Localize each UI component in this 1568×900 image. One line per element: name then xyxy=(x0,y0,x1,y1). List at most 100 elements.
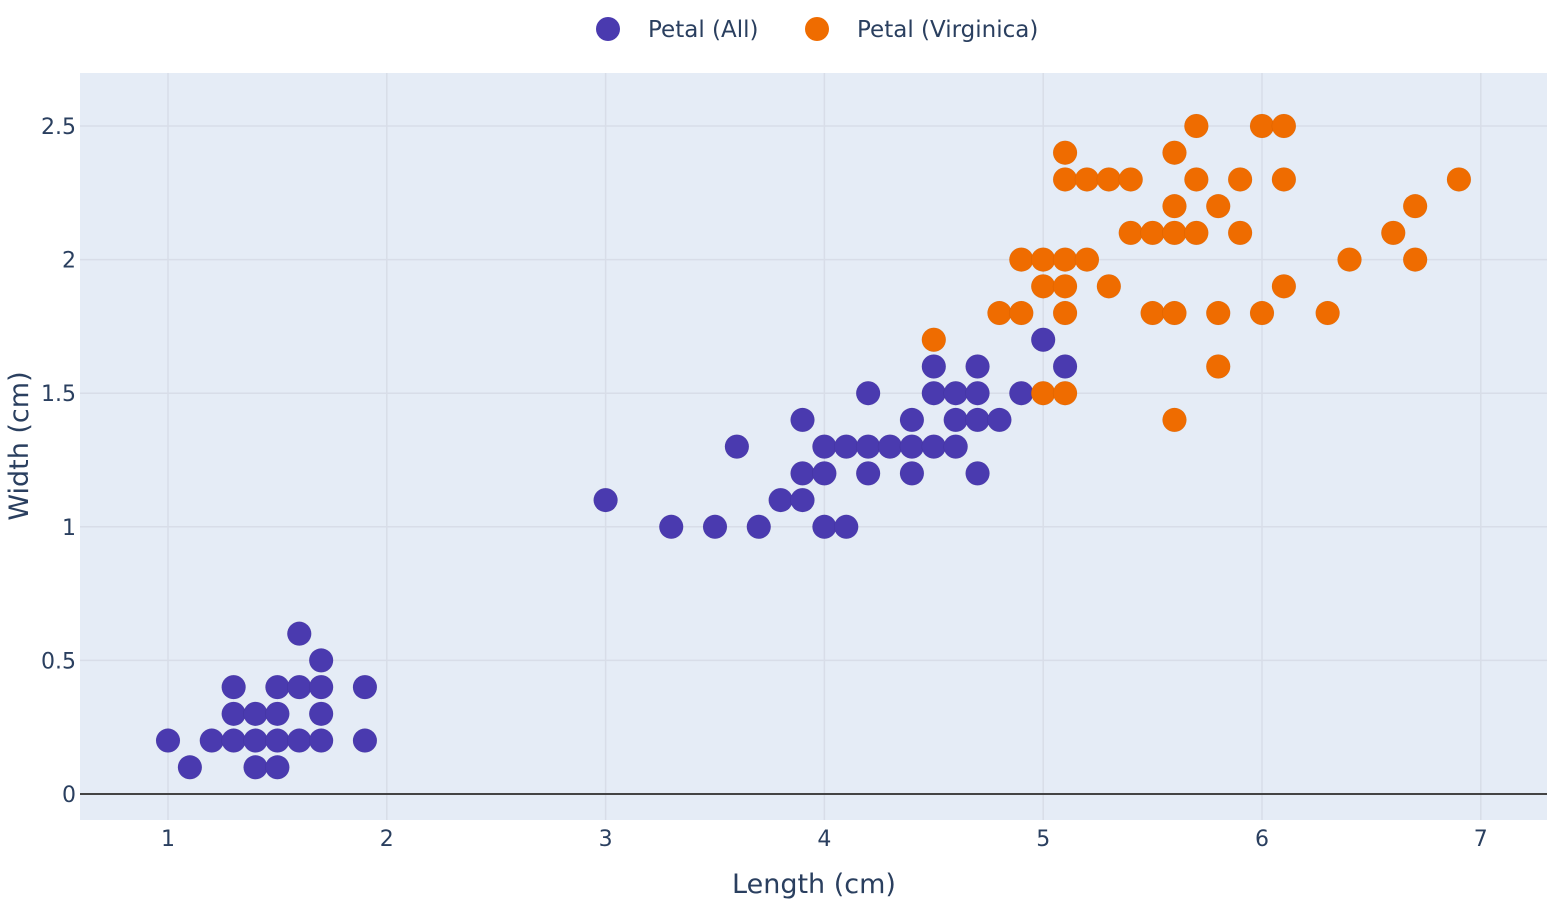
data-point[interactable] xyxy=(1162,220,1187,246)
data-point[interactable] xyxy=(1446,167,1472,192)
legend-item-petal-virginica[interactable]: Petal (Virginica) xyxy=(805,17,1038,43)
data-point[interactable] xyxy=(790,487,815,513)
data-point[interactable] xyxy=(1271,167,1297,192)
data-point[interactable] xyxy=(1271,113,1297,139)
data-point[interactable] xyxy=(1096,167,1122,192)
data-point[interactable] xyxy=(265,728,290,753)
data-point[interactable] xyxy=(921,354,947,379)
data-point[interactable] xyxy=(812,461,837,486)
data-point[interactable] xyxy=(965,407,990,433)
data-point[interactable] xyxy=(1162,193,1187,219)
data-point[interactable] xyxy=(308,701,334,727)
data-point[interactable] xyxy=(812,514,837,540)
data-point[interactable] xyxy=(899,434,925,459)
data-point[interactable] xyxy=(899,407,925,433)
data-point[interactable] xyxy=(987,407,1012,433)
data-point[interactable] xyxy=(308,728,334,753)
data-point[interactable] xyxy=(943,434,968,459)
data-point[interactable] xyxy=(1009,300,1034,326)
data-point[interactable] xyxy=(1052,300,1078,326)
data-point[interactable] xyxy=(1162,407,1187,433)
data-point[interactable] xyxy=(1402,193,1428,219)
data-point[interactable] xyxy=(855,434,881,459)
data-point[interactable] xyxy=(834,434,859,459)
data-point[interactable] xyxy=(965,354,990,379)
data-point[interactable] xyxy=(921,327,947,353)
data-point[interactable] xyxy=(1074,167,1100,192)
data-point[interactable] xyxy=(899,461,925,486)
data-point[interactable] xyxy=(243,701,268,727)
data-point[interactable] xyxy=(1118,167,1143,192)
data-point[interactable] xyxy=(943,407,968,433)
data-point[interactable] xyxy=(1249,300,1275,326)
data-point[interactable] xyxy=(265,674,290,700)
data-point[interactable] xyxy=(593,487,618,513)
data-point[interactable] xyxy=(1184,220,1209,246)
data-point[interactable] xyxy=(1205,300,1231,326)
data-point[interactable] xyxy=(1249,113,1275,139)
data-point[interactable] xyxy=(287,621,312,646)
data-point[interactable] xyxy=(221,674,246,700)
data-point[interactable] xyxy=(1052,247,1078,272)
data-point[interactable] xyxy=(790,461,815,486)
data-point[interactable] xyxy=(834,514,859,540)
data-point[interactable] xyxy=(987,300,1012,326)
data-point[interactable] xyxy=(287,674,312,700)
data-point[interactable] xyxy=(965,461,990,486)
data-point[interactable] xyxy=(855,461,881,486)
legend-item-petal-all[interactable]: Petal (All) xyxy=(596,17,758,43)
data-point[interactable] xyxy=(746,514,772,540)
data-point[interactable] xyxy=(658,514,684,540)
data-point[interactable] xyxy=(790,407,815,433)
data-point[interactable] xyxy=(1118,220,1143,246)
data-point[interactable] xyxy=(287,728,312,753)
data-point[interactable] xyxy=(1381,220,1406,246)
data-point[interactable] xyxy=(724,434,750,459)
data-point[interactable] xyxy=(1205,354,1231,379)
data-point[interactable] xyxy=(1030,274,1056,299)
data-point[interactable] xyxy=(1184,167,1209,192)
data-point[interactable] xyxy=(155,728,181,753)
data-point[interactable] xyxy=(1009,380,1034,406)
data-point[interactable] xyxy=(1184,113,1209,139)
data-point[interactable] xyxy=(1074,247,1100,272)
data-point[interactable] xyxy=(1227,220,1253,246)
data-point[interactable] xyxy=(1337,247,1362,272)
data-point[interactable] xyxy=(1271,274,1297,299)
data-point[interactable] xyxy=(921,434,947,459)
data-point[interactable] xyxy=(1315,300,1340,326)
data-point[interactable] xyxy=(243,728,268,753)
data-point[interactable] xyxy=(308,674,334,700)
data-point[interactable] xyxy=(1009,247,1034,272)
data-point[interactable] xyxy=(177,755,203,780)
data-point[interactable] xyxy=(965,380,990,406)
data-point[interactable] xyxy=(1140,300,1165,326)
data-point[interactable] xyxy=(265,755,290,780)
data-point[interactable] xyxy=(1030,380,1056,406)
data-point[interactable] xyxy=(1030,247,1056,272)
data-point[interactable] xyxy=(943,380,968,406)
data-point[interactable] xyxy=(1052,167,1078,192)
data-point[interactable] xyxy=(265,701,290,727)
data-point[interactable] xyxy=(1162,140,1187,165)
data-point[interactable] xyxy=(1227,167,1253,192)
data-point[interactable] xyxy=(1052,140,1078,165)
data-point[interactable] xyxy=(877,434,903,459)
data-point[interactable] xyxy=(199,728,225,753)
data-point[interactable] xyxy=(812,434,837,459)
data-point[interactable] xyxy=(243,755,268,780)
data-point[interactable] xyxy=(702,514,728,540)
data-point[interactable] xyxy=(352,674,378,700)
legend[interactable]: Petal (All) Petal (Virginica) xyxy=(596,17,1038,43)
data-point[interactable] xyxy=(221,701,246,727)
data-point[interactable] xyxy=(1162,300,1187,326)
data-point[interactable] xyxy=(1030,327,1056,353)
data-point[interactable] xyxy=(768,487,793,513)
data-point[interactable] xyxy=(1052,354,1078,379)
data-point[interactable] xyxy=(308,648,334,673)
data-point[interactable] xyxy=(1052,274,1078,299)
data-point[interactable] xyxy=(1402,247,1428,272)
data-point[interactable] xyxy=(1052,380,1078,406)
data-point[interactable] xyxy=(921,380,947,406)
data-point[interactable] xyxy=(1140,220,1165,246)
